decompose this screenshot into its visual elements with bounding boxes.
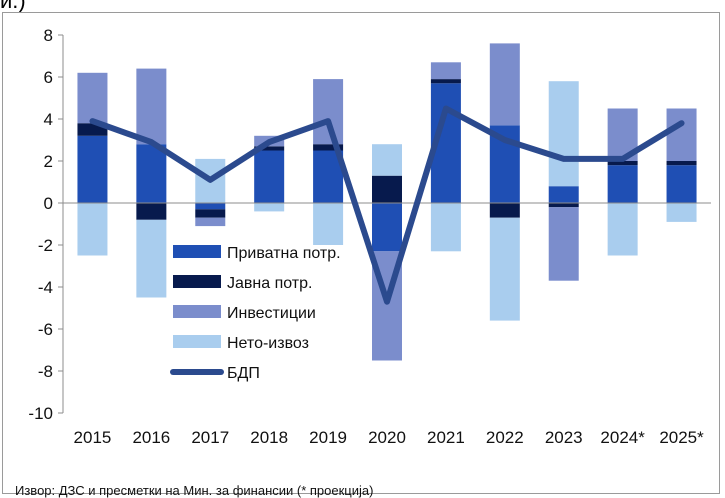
- bars-layer: [77, 43, 697, 361]
- bar-investment-2021: [430, 62, 461, 80]
- bar-public-2020: [372, 175, 402, 203]
- x-tick-label: 2024*: [600, 428, 645, 447]
- x-tick-label: 2023: [545, 428, 583, 447]
- bar-private-2020: [372, 203, 402, 252]
- y-tick-label: 2: [44, 152, 53, 171]
- bar-net_export-2015: [77, 203, 108, 256]
- bar-net_export-2019: [313, 203, 344, 245]
- chart: 8 6 4 2 0 -2 -4 -6 -8 -10 2015 2016 2017 2018 2019 2020…: [28, 26, 711, 447]
- bar-investment-2022: [489, 43, 520, 126]
- x-tick-label: 2019: [309, 428, 347, 447]
- y-tick-label: -4: [38, 278, 53, 297]
- legend-label-gdp: БДП: [227, 365, 260, 382]
- bar-public-2022: [489, 203, 520, 218]
- bar-private-2017: [195, 203, 226, 210]
- bar-net_export-2023: [548, 81, 579, 187]
- bar-public-2023: [548, 203, 579, 208]
- bar-investment-2019: [313, 79, 344, 145]
- x-tick-label: 2021: [427, 428, 465, 447]
- y-tick-label: 4: [44, 110, 53, 129]
- bar-private-2018: [254, 150, 285, 203]
- y-tick-label: 8: [44, 26, 53, 45]
- y-tick-label: -8: [38, 362, 53, 381]
- y-tick-label: -10: [28, 404, 53, 423]
- legend-label-private: Приватна потр.: [227, 245, 341, 262]
- bar-investment-2016: [136, 68, 167, 145]
- bar-public-2016: [136, 203, 167, 220]
- bar-public-2024p: [607, 161, 638, 166]
- legend-label-investment: Инвестиции: [227, 305, 316, 322]
- bar-net_export-2022: [489, 217, 520, 321]
- legend-swatch-private: [173, 245, 221, 258]
- y-tick-label: -6: [38, 320, 53, 339]
- bar-public-2019: [313, 144, 344, 151]
- source-note: Извор: ДЗС и пресметки на Мин. за финанс…: [15, 483, 374, 498]
- bar-net_export-2021: [430, 203, 461, 252]
- header-fragment: и.): [0, 0, 26, 13]
- bar-investment-2015: [77, 72, 108, 124]
- bar-private-2015: [77, 135, 108, 203]
- gdp-line-layer: [89, 105, 685, 305]
- legend-label-net_export: Нето-извоз: [227, 335, 309, 352]
- bar-private-2025p: [666, 165, 697, 203]
- bar-private-2016: [136, 144, 167, 203]
- legend-swatch-net_export: [173, 335, 221, 348]
- bar-net_export-2025p: [666, 203, 697, 222]
- x-tick-label: 2020: [368, 428, 406, 447]
- y-tick-label: 6: [44, 68, 53, 87]
- bar-private-2024p: [607, 165, 638, 203]
- bar-investment-2025p: [666, 108, 697, 161]
- chart-frame: 8 6 4 2 0 -2 -4 -6 -8 -10 2015 2016 2017 2018 2019 2020…: [2, 12, 720, 498]
- legend: Приватна потр. Јавна потр. Инвестиции Нето-…: [170, 245, 341, 382]
- legend-swatch-public: [173, 275, 221, 288]
- bar-public-2021: [430, 79, 461, 84]
- legend-label-public: Јавна потр.: [227, 275, 312, 292]
- bar-public-2025p: [666, 161, 697, 166]
- gdp-line: [89, 105, 685, 305]
- bar-net_export-2020: [372, 144, 402, 176]
- x-tick-label: 2022: [486, 428, 524, 447]
- bar-public-2018: [254, 146, 285, 151]
- axis-layer: 8 6 4 2 0 -2 -4 -6 -8 -10 2015 2016 2017 2018 2019 2020…: [28, 26, 711, 447]
- y-tick-label: 0: [44, 194, 53, 213]
- bar-net_export-2018: [254, 203, 285, 212]
- x-tick-label: 2017: [191, 428, 229, 447]
- y-tick-label: -2: [38, 236, 53, 255]
- bar-net_export-2016: [136, 219, 167, 298]
- bar-investment-2017: [195, 217, 226, 227]
- x-tick-label: 2016: [132, 428, 170, 447]
- x-tick-label: 2025*: [659, 428, 704, 447]
- x-tick-label: 2018: [250, 428, 288, 447]
- x-tick-label: 2015: [74, 428, 112, 447]
- legend-swatch-investment: [173, 305, 221, 318]
- bar-private-2023: [548, 186, 579, 203]
- bar-investment-2023: [548, 207, 579, 281]
- bar-net_export-2024p: [607, 203, 638, 256]
- bar-public-2017: [195, 209, 226, 218]
